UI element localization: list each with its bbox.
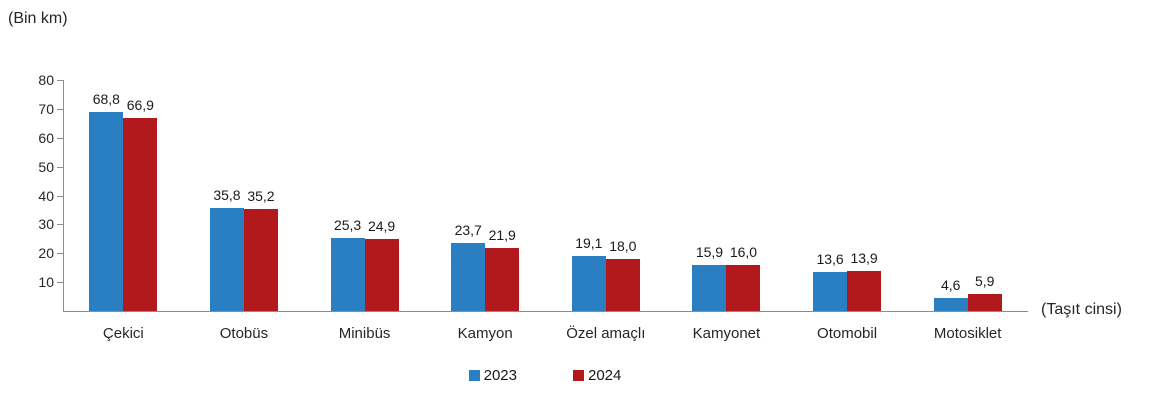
bar-value-label: 35,8 [213,186,241,203]
bar-2023 [89,112,124,311]
x-axis-title: (Taşıt cinsi) [1041,301,1122,318]
bar-value-label: 4,6 [940,276,961,293]
y-tick-mark [57,108,63,110]
y-tick-mark [57,282,63,284]
x-axis-line [63,311,1028,312]
y-axis-line [63,80,64,311]
bar-2024 [485,247,520,311]
bar-value-label: 24,9 [367,218,396,235]
bar-value-label: 16,0 [729,243,758,260]
bar-value-label: 15,9 [695,244,724,261]
bar-2024 [847,270,882,311]
bar-value-label: 66,9 [126,96,154,113]
bar-2023 [692,265,727,311]
y-tick-label: 80 [38,72,54,88]
category-label: Kamyon [457,325,513,342]
bar-value-label: 19,1 [575,234,603,251]
y-tick-label: 50 [38,158,54,175]
y-tick-mark [57,195,63,197]
bar-2024 [123,117,158,311]
legend-swatch-2024 [573,370,584,381]
bar-2023 [330,237,365,311]
bar-2023 [933,297,968,311]
y-tick-mark [57,80,63,81]
y-tick-label: 20 [38,245,54,262]
bar-2024 [967,293,1002,311]
y-tick-mark [57,166,63,168]
bar-2024 [726,264,761,311]
category-label: Minibüs [338,325,391,342]
y-axis-title: (Bin km) [8,10,68,27]
category-label: Çekici [102,325,144,342]
bar-value-label: 13,6 [816,250,844,267]
bar-2023 [813,271,848,311]
category-label: Otomobil [817,325,878,342]
y-tick-mark [57,137,63,139]
bar-value-label: 5,9 [974,272,995,289]
bar-2023 [571,255,606,311]
bar-value-label: 68,8 [92,91,120,108]
legend-swatch-2023 [468,370,480,381]
bar-value-label: 13,9 [850,249,878,266]
category-label: Kamyonet [692,325,761,342]
legend-label-2023: 2023 [483,367,517,384]
bar-2023 [451,242,486,311]
y-tick-label: 70 [38,100,54,117]
y-tick-mark [57,224,63,226]
bar-value-label: 23,7 [454,221,482,238]
bar-value-label: 25,3 [333,216,362,233]
legend-label-2024: 2024 [588,367,622,384]
y-tick-label: 10 [38,274,54,291]
legend-item-2023: 2023 [468,367,517,384]
y-tick-label: 60 [38,129,54,146]
bar-value-label: 21,9 [488,226,516,243]
category-label: Motosiklet [933,325,1002,342]
y-tick-label: 40 [38,187,54,204]
y-tick-mark [57,253,63,255]
legend: 2023 2024 [0,367,1090,384]
bar-value-label: 35,2 [247,188,275,205]
bar-2024 [364,239,399,311]
bar-2024 [243,209,278,311]
legend-item-2024: 2024 [573,367,621,384]
y-tick-label: 30 [38,216,54,233]
category-label: Özel amaçlı [566,325,646,342]
bar-2023 [209,207,244,311]
bar-2024 [605,259,640,311]
bar-value-label: 18,0 [609,238,637,255]
category-label: Otobüs [219,325,269,342]
